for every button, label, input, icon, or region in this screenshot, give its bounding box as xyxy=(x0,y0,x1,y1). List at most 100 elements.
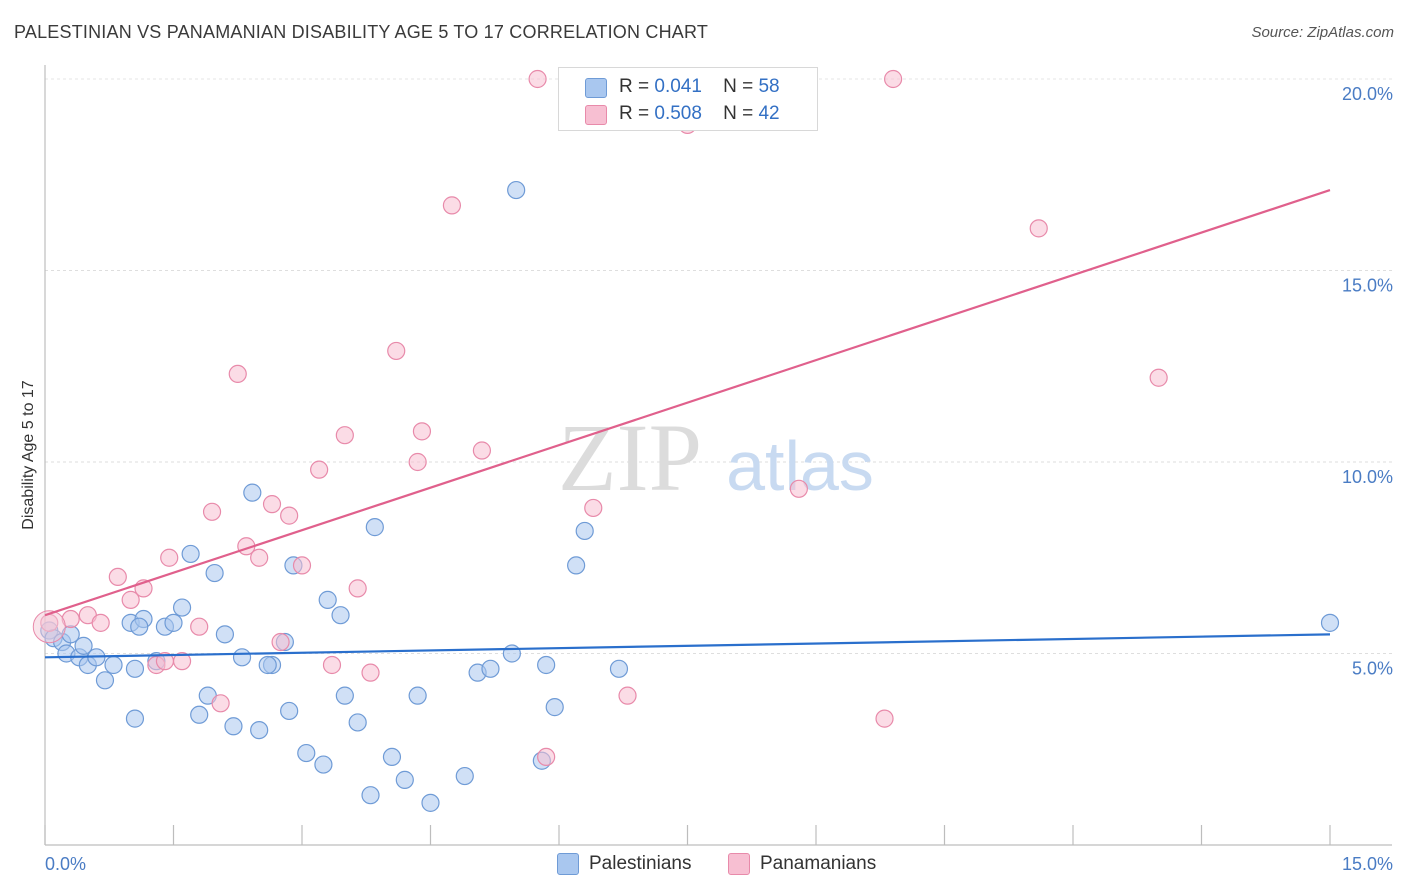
trend-line-panamanians xyxy=(44,189,1331,617)
y-tick-label: 5.0% xyxy=(1352,659,1393,679)
point-palestinians xyxy=(348,713,367,732)
point-panamanians xyxy=(108,567,127,587)
point-palestinians xyxy=(172,598,192,617)
point-palestinians xyxy=(365,518,384,537)
point-panamanians xyxy=(322,655,342,675)
legend-r-label: R = xyxy=(619,76,650,97)
point-panamanians xyxy=(155,652,175,671)
point-panamanians xyxy=(361,663,380,682)
point-panamanians xyxy=(348,579,367,598)
point-panamanians xyxy=(121,590,140,609)
point-palestinians xyxy=(318,590,337,609)
legend-n-label: N = xyxy=(723,76,754,97)
point-panamanians xyxy=(408,452,427,472)
legend-swatch-panamanians xyxy=(585,105,607,125)
data-points xyxy=(32,69,1340,812)
point-panamanians xyxy=(1029,219,1048,238)
point-panamanians xyxy=(875,709,894,728)
point-palestinians xyxy=(575,521,594,541)
point-panamanians xyxy=(228,364,247,384)
axes xyxy=(44,65,1392,846)
point-panamanians xyxy=(280,506,299,525)
x-tick-label: 0.0% xyxy=(45,854,86,874)
legend-swatch-palestinians xyxy=(585,78,607,98)
point-panamanians xyxy=(472,441,491,460)
point-panamanians xyxy=(883,69,903,89)
x-tick-label: 15.0% xyxy=(1342,854,1393,874)
point-cluster xyxy=(32,610,66,644)
series-swatch-panamanians xyxy=(728,853,750,875)
watermark-zip: ZIP xyxy=(558,404,702,511)
point-palestinians xyxy=(361,786,380,805)
point-palestinians xyxy=(507,180,526,200)
source-label: Source: ZipAtlas.com xyxy=(1251,24,1394,41)
point-panamanians xyxy=(310,460,329,479)
point-palestinians xyxy=(280,701,299,721)
point-palestinians xyxy=(205,563,224,583)
point-palestinians xyxy=(164,613,183,632)
y-tick-label: 15.0% xyxy=(1342,276,1393,296)
legend-r-label: R = xyxy=(619,103,650,124)
legend-r-value: 0.508 xyxy=(654,103,702,124)
legend-n-value: 42 xyxy=(758,103,780,124)
point-palestinians xyxy=(502,644,521,663)
gridlines xyxy=(45,78,1392,654)
point-palestinians xyxy=(297,743,316,763)
point-palestinians xyxy=(190,705,209,724)
trend-lines xyxy=(44,189,1331,659)
series-label-panamanians: Panamanians xyxy=(760,853,877,874)
series-label-palestinians: Palestinians xyxy=(589,853,692,874)
point-panamanians xyxy=(537,747,556,767)
point-palestinians xyxy=(224,717,243,736)
point-palestinians xyxy=(95,671,115,690)
correlation-legend: R = 0.041 N = 58 R = 0.508 N = 42 xyxy=(558,67,818,131)
point-panamanians xyxy=(528,69,547,89)
series-legend-palestinians: Palestinians xyxy=(557,852,691,876)
point-palestinians xyxy=(181,544,200,564)
legend-r-value: 0.041 xyxy=(654,76,702,97)
point-palestinians xyxy=(250,720,269,740)
series-swatch-palestinians xyxy=(557,853,579,875)
chart-title: PALESTINIAN VS PANAMANIAN DISABILITY AGE… xyxy=(14,22,709,42)
y-tick-label: 10.0% xyxy=(1342,467,1393,487)
point-panamanians xyxy=(160,548,179,567)
series-legend-panamanians: Panamanians xyxy=(728,852,876,876)
legend-n-value: 58 xyxy=(758,76,780,97)
point-palestinians xyxy=(567,556,586,575)
legend-n-label: N = xyxy=(723,103,754,124)
point-panamanians xyxy=(292,556,312,575)
tick-labels: 5.0% 10.0% 15.0% 20.0% 0.0% 15.0% xyxy=(45,84,1393,874)
point-palestinians xyxy=(481,659,500,678)
point-palestinians xyxy=(125,709,145,728)
point-palestinians xyxy=(335,686,354,705)
point-palestinians xyxy=(537,655,556,675)
point-panamanians xyxy=(618,686,637,705)
legend-row-palestinians: R = 0.041 N = 58 xyxy=(619,73,780,101)
point-panamanians xyxy=(789,479,808,498)
point-panamanians xyxy=(262,495,282,514)
point-panamanians xyxy=(190,617,209,636)
point-panamanians xyxy=(387,341,406,361)
point-panamanians xyxy=(412,422,432,441)
point-palestinians xyxy=(545,698,564,717)
trend-line-palestinians xyxy=(44,633,1331,659)
point-palestinians xyxy=(258,655,277,675)
point-panamanians xyxy=(250,548,269,567)
point-panamanians xyxy=(1149,368,1168,387)
point-palestinians xyxy=(74,636,93,655)
point-panamanians xyxy=(442,196,462,215)
point-palestinians xyxy=(395,770,414,789)
point-palestinians xyxy=(421,793,440,812)
point-palestinians xyxy=(408,686,427,705)
point-palestinians xyxy=(125,659,145,678)
point-palestinians xyxy=(609,659,629,678)
y-tick-label: 20.0% xyxy=(1342,84,1393,104)
legend-row-panamanians: R = 0.508 N = 42 xyxy=(619,100,780,128)
point-palestinians xyxy=(455,766,474,786)
point-palestinians xyxy=(104,655,123,675)
point-palestinians xyxy=(1320,613,1340,632)
point-panamanians xyxy=(202,502,222,521)
point-panamanians xyxy=(584,498,603,518)
point-palestinians xyxy=(331,606,350,625)
